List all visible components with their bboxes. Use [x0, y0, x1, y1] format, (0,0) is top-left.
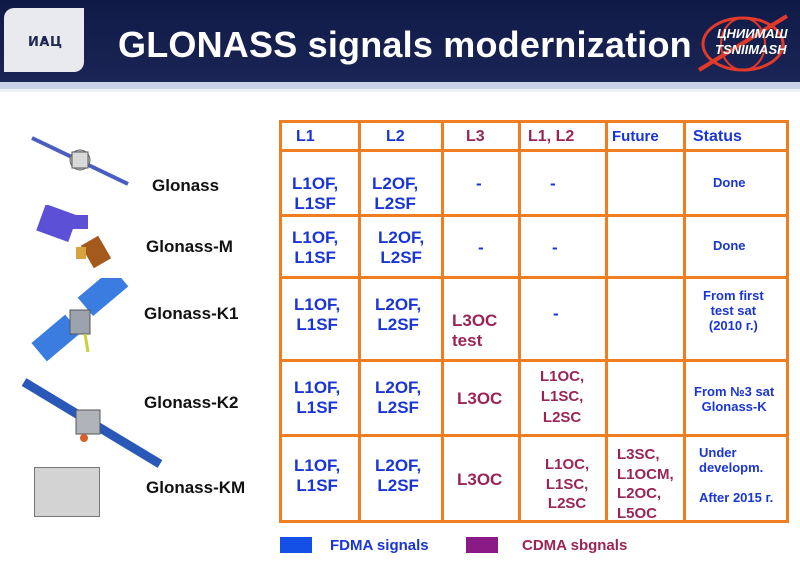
crescent-icon [17, 14, 60, 70]
table-row-divider [279, 149, 789, 152]
table-cell-l1-l2: - [553, 304, 559, 323]
fdma-legend-swatch [280, 537, 312, 553]
table-cell-l3: L3OC test [452, 311, 498, 350]
glonass-m-satellite-icon [36, 205, 112, 269]
column-header-l2: L2 [386, 128, 405, 145]
table-cell-status: From №3 sat Glonass-K [694, 384, 775, 414]
table-cell-l3: - [476, 174, 482, 193]
column-header-l3: L3 [466, 128, 485, 145]
table-cell-status: Done [713, 238, 746, 253]
table-column-divider [358, 120, 361, 523]
row-label-glonass-k1: Glonass-K1 [144, 304, 239, 323]
globe-icon [697, 14, 789, 72]
tsniimash-logo-text-ru: ЦНИИМАШ [717, 26, 788, 41]
table-row-divider [279, 434, 789, 437]
table-cell-l2: L2OF, L2SF [375, 295, 422, 334]
table-cell-l1: L1OF, L1SF [294, 378, 341, 417]
tsniimash-logo-text-en: TSNIIMASH [715, 42, 787, 57]
table-cell-status: Under developm. After 2015 г. [699, 445, 774, 505]
table-cell-l1: L1OF, L1SF [292, 174, 339, 213]
table-cell-l2: L2OF, L2SF [375, 378, 422, 417]
table-cell-future: L3SC, L1OCM, L2OC, L5OC [617, 446, 674, 522]
column-header-future: Future [612, 128, 659, 145]
glonass-k2-satellite-icon [21, 378, 163, 468]
header-divider [0, 82, 800, 89]
table-cell-l1: L1OF, L1SF [294, 456, 341, 495]
signals-table [279, 120, 789, 523]
fdma-legend-label: FDMA signals [330, 537, 429, 554]
table-column-divider [605, 120, 608, 523]
table-cell-l3: - [478, 238, 484, 257]
table-cell-status: Done [713, 175, 746, 190]
table-column-divider [441, 120, 444, 523]
column-header-l1-l2: L1, L2 [528, 128, 575, 145]
table-row-divider [279, 214, 789, 217]
tsniimash-logo: ЦНИИМАШ TSNIIMASH [693, 10, 797, 75]
row-label-glonass-m: Glonass-M [146, 237, 233, 256]
header-divider-light [0, 89, 800, 92]
table-cell-l1-l2: L1OC, L1SC, L2SC [545, 456, 590, 512]
page-title: GLONASS signals modernization [118, 24, 692, 65]
table-cell-l2: L2OF, L2SF [375, 456, 422, 495]
glonass-satellite-icon [31, 136, 129, 186]
cdma-legend-swatch [466, 537, 498, 553]
table-cell-l1-l2: L1OC, L1SC, L2SC [540, 368, 585, 426]
table-row-divider [279, 359, 789, 362]
table-cell-l3: L3OC [457, 389, 503, 408]
table-cell-l1-l2: - [550, 174, 556, 193]
table-cell-l2: L2OF, L2SF [378, 228, 425, 267]
table-cell-l3: L3OC [457, 470, 503, 489]
iac-logo: ИАЦ [4, 8, 84, 72]
table-cell-l1-l2: - [552, 238, 558, 257]
cdma-legend-label: CDMA sbgnals [522, 537, 628, 554]
row-label-glonass: Glonass [152, 176, 220, 195]
column-header-status: Status [693, 128, 742, 145]
table-cell-status: From first test sat (2010 г.) [703, 288, 764, 333]
header-bar [0, 0, 800, 82]
row-label-glonass-km: Glonass-KM [146, 478, 246, 497]
row-label-glonass-k2: Glonass-K2 [144, 393, 239, 412]
table-row-divider [279, 276, 789, 279]
table-column-divider [518, 120, 521, 523]
glonass-km-placeholder-image [34, 467, 100, 517]
table-column-divider [683, 120, 686, 523]
iac-logo-text: ИАЦ [28, 35, 63, 50]
table-cell-l2: L2OF, L2SF [372, 174, 419, 213]
column-header-l1: L1 [296, 128, 315, 145]
glonass-k1-satellite-icon [31, 278, 129, 362]
table-cell-l1: L1OF, L1SF [294, 295, 341, 334]
table-cell-l1: L1OF, L1SF [292, 228, 339, 267]
